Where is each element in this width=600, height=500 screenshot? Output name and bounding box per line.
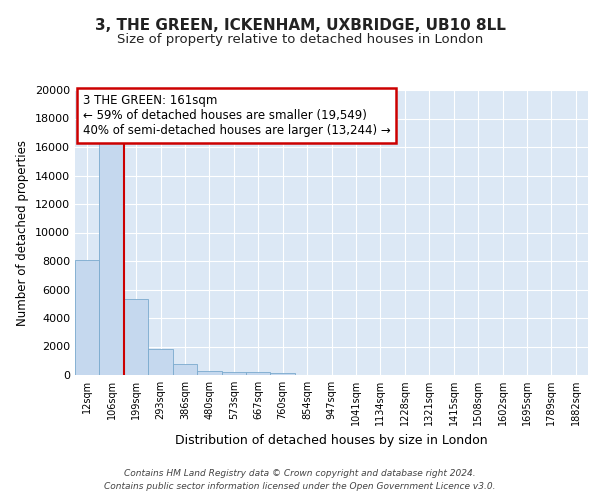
Y-axis label: Number of detached properties: Number of detached properties [16, 140, 29, 326]
Text: Contains HM Land Registry data © Crown copyright and database right 2024.
Contai: Contains HM Land Registry data © Crown c… [104, 470, 496, 491]
Text: 3, THE GREEN, ICKENHAM, UXBRIDGE, UB10 8LL: 3, THE GREEN, ICKENHAM, UXBRIDGE, UB10 8… [95, 18, 505, 32]
Bar [246, 372, 271, 375]
Bar [148, 348, 173, 375]
Text: 3 THE GREEN: 161sqm
← 59% of detached houses are smaller (19,549)
40% of semi-de: 3 THE GREEN: 161sqm ← 59% of detached ho… [83, 94, 391, 138]
Bar [124, 300, 148, 375]
Text: Size of property relative to detached houses in London: Size of property relative to detached ho… [117, 32, 483, 46]
Bar [221, 372, 246, 375]
Bar [75, 260, 100, 375]
Bar [100, 138, 124, 375]
Bar [271, 372, 295, 375]
X-axis label: Distribution of detached houses by size in London: Distribution of detached houses by size … [175, 434, 488, 446]
Bar [173, 364, 197, 375]
Bar [197, 370, 221, 375]
